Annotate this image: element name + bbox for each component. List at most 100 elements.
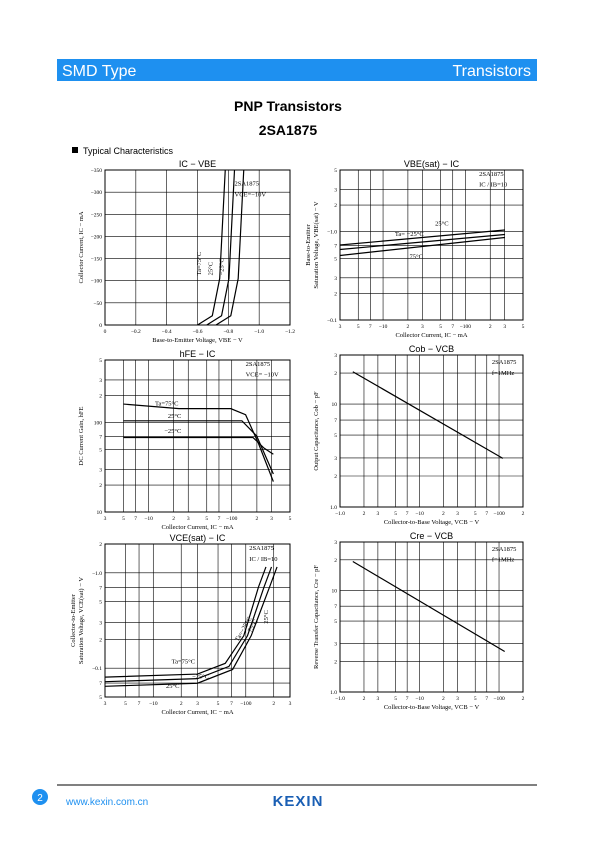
annotation: 25°C (263, 610, 270, 623)
annotation: 25°C (168, 413, 181, 420)
x-tick-label: 7 (138, 701, 141, 707)
x-tick-label: 5 (217, 701, 220, 707)
y-tick-label: 2 (334, 291, 337, 297)
y-tick-label: 5 (99, 695, 102, 701)
x-tick-label: −100 (493, 696, 505, 702)
y-tick-label: 5 (334, 168, 337, 174)
y-tick-label: −1.0 (327, 230, 337, 236)
x-tick-label: −10 (149, 701, 158, 707)
curve (339, 229, 505, 246)
plot-frame (339, 541, 524, 693)
x-tick-label: 5 (439, 324, 442, 330)
page-badge (32, 789, 48, 805)
y-tick-label: 3 (334, 456, 337, 462)
annotation: 25°C (166, 683, 179, 690)
x-tick-label: 5 (394, 696, 397, 702)
annotation: Ta=75°C (172, 658, 196, 665)
y-tick-label: 5 (334, 619, 337, 625)
y-tick-label: 10 (332, 588, 338, 594)
curve (339, 236, 505, 257)
x-tick-label: −1.2 (285, 329, 295, 335)
x-tick-label: 7 (406, 696, 409, 702)
x-tick-label: −100 (493, 511, 505, 517)
y-tick-label: 3 (99, 378, 102, 384)
x-tick-label: 7 (218, 516, 221, 522)
x-tick-label: 5 (474, 696, 477, 702)
curve (352, 371, 504, 459)
x-tick-label: 2 (363, 696, 366, 702)
y-tick-label: −0.1 (327, 318, 337, 324)
x-tick-label: 3 (456, 511, 459, 517)
x-tick-label: 5 (474, 511, 477, 517)
y-tick-label: 2 (99, 394, 102, 400)
header-left: SMD Type (62, 63, 137, 80)
x-tick-label: −0.6 (193, 329, 203, 335)
x-axis-label: Collector Current, IC − mA (161, 524, 233, 531)
x-tick-label: 7 (485, 511, 488, 517)
y-tick-label: 2 (334, 203, 337, 209)
x-tick-label: 7 (230, 701, 233, 707)
x-tick-label: 3 (289, 701, 292, 707)
graphs: −350 −300 −250 −200 −150 −100 −50 00 −0.2 −0.4 −0.… (70, 159, 525, 716)
curve (104, 566, 273, 683)
y-tick-label: 2 (99, 637, 102, 643)
brand-logo: KEXIN (273, 793, 324, 810)
y-tick-label: 100 (94, 420, 103, 426)
x-axis-label: Base-to-Emitter Voltage, VBE − V (152, 337, 243, 344)
x-tick-label: −10 (379, 324, 388, 330)
x-tick-label: −10 (144, 516, 153, 522)
y-tick-label: 7 (334, 243, 337, 249)
y-tick-label: 5 (334, 256, 337, 262)
x-tick-label: 3 (187, 516, 190, 522)
annotation: VCE= −10V (246, 372, 279, 379)
y-axis-label: Base-to-Emitter (305, 223, 312, 265)
x-tick-label: 5 (124, 701, 127, 707)
x-tick-label: 5 (357, 324, 360, 330)
curve (104, 566, 278, 687)
y-tick-label: 2 (334, 659, 337, 665)
x-tick-label: 7 (369, 324, 372, 330)
x-tick-label: 3 (270, 516, 273, 522)
annotation: 2SA1875 (492, 359, 517, 366)
footer-url: www.kexin.com.cn (65, 797, 148, 808)
y-axis-label: Reverse Transfer Capacitance, Cre − pF (313, 565, 320, 669)
curve (197, 169, 226, 326)
y-tick-label: −300 (91, 190, 103, 196)
x-tick-label: 3 (339, 324, 342, 330)
x-tick-label: 2 (522, 511, 525, 517)
graph-title: VCE(sat) − IC (170, 533, 226, 543)
y-tick-label: −0.1 (92, 666, 102, 672)
annotation: 75°C (410, 254, 423, 261)
y-tick-label: 3 (99, 467, 102, 473)
x-tick-label: 2 (363, 511, 366, 517)
x-axis-label: Collector Current, IC − mA (161, 709, 233, 716)
annotation: 2SA1875 (249, 545, 274, 552)
y-tick-label: −100 (91, 279, 103, 285)
x-tick-label: −0.2 (131, 329, 141, 335)
x-tick-label: 5 (289, 516, 292, 522)
annotation: IC / IB=10 (479, 182, 507, 189)
graph-title: IC − VBE (179, 159, 216, 169)
graph-title: hFE − IC (180, 349, 216, 359)
y-axis-label: Saturation Voltage, VBE(sat) − V (313, 201, 320, 288)
x-tick-label: 3 (456, 696, 459, 702)
x-tick-label: −1.0 (254, 329, 264, 335)
part-number: 2SA1875 (259, 122, 318, 138)
annotation: −25°C (218, 258, 225, 275)
y-tick-label: 2 (99, 542, 102, 548)
graph-title: Cob − VCB (409, 344, 454, 354)
x-tick-label: 2 (256, 516, 259, 522)
y-tick-label: 7 (334, 418, 337, 424)
section-title: Typical Characteristics (83, 146, 174, 156)
x-tick-label: 2 (522, 696, 525, 702)
y-tick-label: −250 (91, 212, 103, 218)
y-tick-label: 2 (99, 483, 102, 489)
y-tick-label: −1.0 (92, 571, 102, 577)
annotation: f=1MHz (492, 557, 515, 564)
page-number: 2 (37, 793, 43, 804)
y-tick-label: 3 (334, 642, 337, 648)
x-axis-label: Collector Current, IC − mA (395, 332, 467, 339)
curve (215, 169, 245, 326)
y-axis-label: Collector-to-Emitter (70, 593, 77, 647)
